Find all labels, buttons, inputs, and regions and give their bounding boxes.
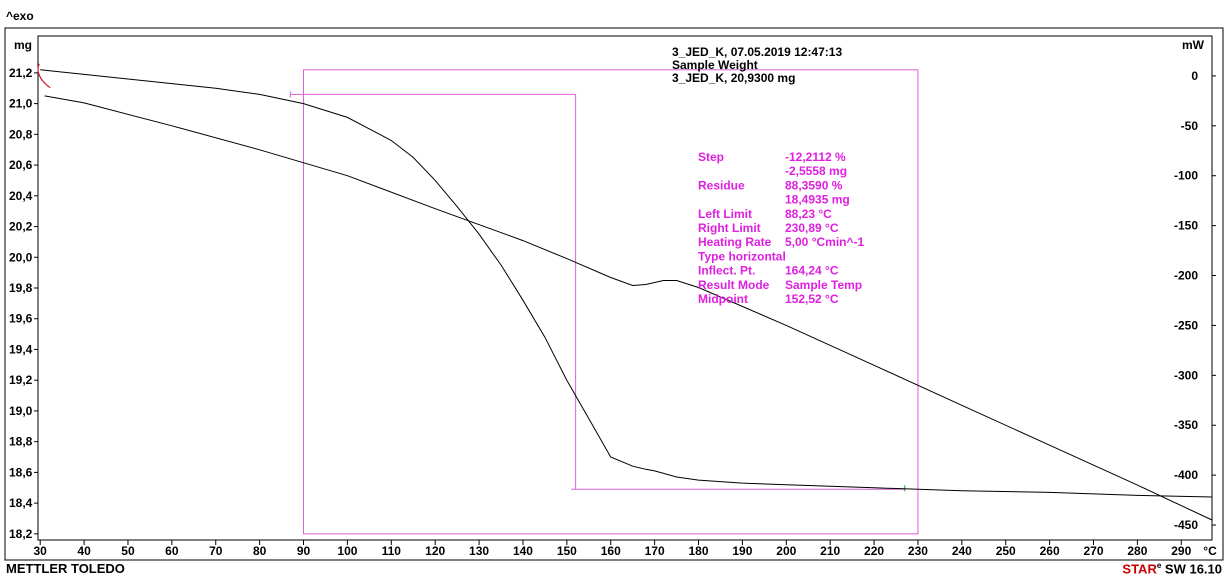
software-version: SW 16.10 (1161, 561, 1222, 576)
x-tick-label: 130 (469, 544, 489, 558)
evaluation-limits-rect (303, 69, 919, 535)
result-label: Residue (698, 178, 745, 192)
y-right-tick-label: -100 (1174, 169, 1198, 183)
x-tick-label: 220 (864, 544, 884, 558)
x-tick-label: 290 (1171, 544, 1191, 558)
y-left-tick-label: 19,6 (9, 312, 33, 326)
x-tick-label: 200 (776, 544, 796, 558)
y-left-tick-label: 20,2 (9, 220, 33, 234)
y-right-tick-label: -250 (1174, 318, 1198, 332)
x-tick-label: 210 (820, 544, 840, 558)
header-line: Sample Weight (672, 58, 758, 72)
tga-curve (40, 69, 1213, 498)
x-tick-label: 100 (337, 544, 357, 558)
result-label: Left Limit (698, 207, 752, 221)
x-tick-label: 230 (908, 544, 928, 558)
x-tick-label: 110 (382, 544, 402, 558)
result-value: 88,3590 % (785, 178, 843, 192)
y-right-tick-label: -300 (1174, 368, 1198, 382)
brand-label: METTLER TOLEDO (6, 561, 125, 576)
result-label: Heating Rate (698, 235, 772, 249)
result-value: -2,5558 mg (785, 164, 847, 178)
result-value: Sample Temp (785, 278, 862, 292)
curves (37, 63, 1213, 521)
x-tick-label: 50 (121, 544, 135, 558)
x-tick-label: 30 (34, 544, 48, 558)
x-tick-label: 280 (1127, 544, 1147, 558)
header-line: 3_JED_K, 07.05.2019 12:47:13 (672, 45, 842, 59)
x-tick-label: 250 (996, 544, 1016, 558)
outer-frame (4, 27, 1224, 561)
x-tick-label: 90 (297, 544, 311, 558)
y-right-tick-label: -150 (1174, 219, 1198, 233)
y-left-tick-label: 18,4 (9, 496, 33, 510)
result-value: 18,4935 mg (785, 193, 850, 207)
start-marker (37, 63, 51, 89)
result-value: 5,00 °Cmin^-1 (785, 235, 864, 249)
result-value: 88,23 °C (785, 207, 832, 221)
x-tick-label: 70 (209, 544, 223, 558)
y-right-tick-label: 0 (1191, 69, 1198, 83)
result-label: Right Limit (698, 221, 761, 235)
y-left-tick-label: 19,2 (9, 373, 33, 387)
result-value: 164,24 °C (785, 264, 839, 278)
y-right-tick-label: -350 (1174, 418, 1198, 432)
y-left-tick-label: 19,0 (9, 404, 33, 418)
plot-frame (4, 27, 1224, 561)
result-value: 230,89 °C (785, 221, 839, 235)
result-label: Midpoint (698, 292, 748, 306)
x-tick-label: 190 (732, 544, 752, 558)
x-tick-label: 180 (688, 544, 708, 558)
exo-label: ^exo (6, 9, 34, 23)
y-left-tick-label: 21,0 (9, 97, 33, 111)
dsc-curve (44, 95, 1213, 521)
result-value: 152,52 °C (785, 292, 839, 306)
x-tick-label: 80 (253, 544, 267, 558)
y-left-tick-label: 20,0 (9, 250, 33, 264)
axes: 30 40 50 60 70 80 90 100 110 120 130 140 150 160 170 18… (9, 66, 1216, 558)
software-star: STAR (1122, 561, 1157, 576)
x-tick-label: 150 (557, 544, 577, 558)
left-axis-unit: mg (14, 38, 32, 52)
x-tick-label: 120 (425, 544, 445, 558)
y-left-tick-label: 19,4 (9, 342, 33, 356)
x-axis-unit: °C (1203, 544, 1217, 558)
y-left-tick-label: 18,8 (9, 435, 33, 449)
x-tick-label: 240 (952, 544, 972, 558)
y-left-tick-label: 18,6 (9, 465, 33, 479)
plot-area-frame (37, 35, 1213, 541)
y-left-tick-label: 19,8 (9, 281, 33, 295)
header-line: 3_JED_K, 20,9300 mg (672, 71, 795, 85)
x-tick-label: 40 (77, 544, 91, 558)
result-value: -12,2112 % (785, 150, 846, 164)
y-right-tick-label: -450 (1174, 518, 1198, 532)
result-label: Inflect. Pt. (698, 264, 755, 278)
result-label: Type horizontal (698, 249, 786, 263)
y-left-tick-label: 18,2 (9, 527, 33, 541)
y-right-tick-label: -50 (1181, 119, 1199, 133)
x-tick-label: 270 (1083, 544, 1103, 558)
x-tick-label: 160 (601, 544, 621, 558)
software-mark: e (1156, 560, 1162, 570)
result-label: Result Mode (698, 278, 770, 292)
y-left-tick-label: 21,2 (9, 66, 33, 80)
y-left-tick-label: 20,6 (9, 158, 33, 172)
y-left-tick-label: 20,8 (9, 127, 33, 141)
right-axis-unit: mW (1182, 38, 1205, 52)
x-tick-label: 60 (165, 544, 179, 558)
x-tick-label: 140 (513, 544, 533, 558)
x-tick-label: 260 (1040, 544, 1060, 558)
y-right-tick-label: -200 (1174, 269, 1198, 283)
evaluation-overlay (289, 69, 919, 535)
y-left-tick-label: 20,4 (9, 189, 33, 203)
software-version-label: STARe SW 16.10 (1122, 561, 1222, 576)
y-right-tick-label: -400 (1174, 468, 1198, 482)
result-label: Step (698, 150, 724, 164)
x-tick-label: 170 (645, 544, 665, 558)
